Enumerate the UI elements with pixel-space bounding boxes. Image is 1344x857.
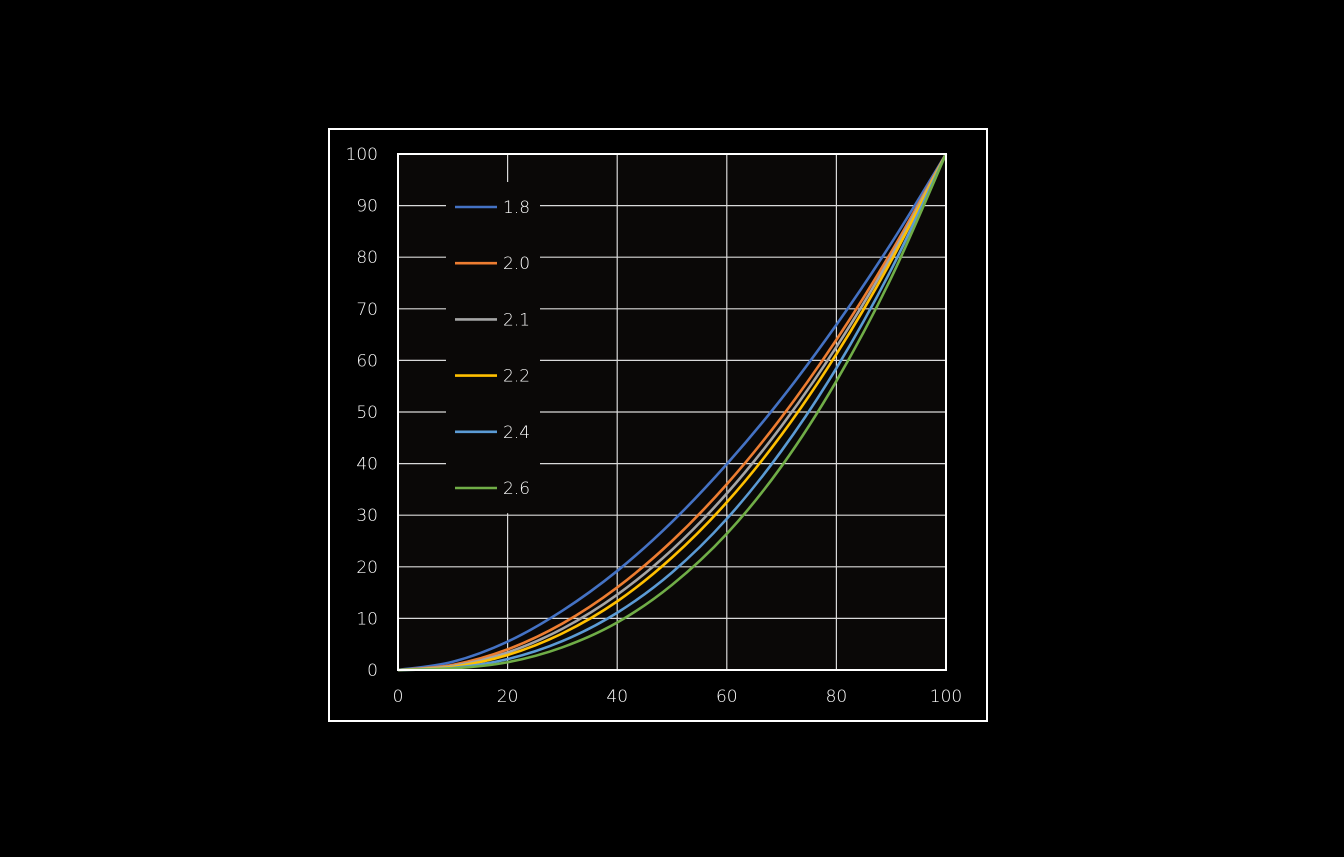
y-tick-label-10: 10 [356,609,378,629]
series-line-2.0 [397,153,948,672]
legend-label-2.4: 2.4 [503,423,530,443]
legend-label-2.6: 2.6 [503,479,530,499]
legend: 1.8 2.0 2.1 2.2 2.4 2.6 [446,182,540,514]
legend-label-2.0: 2.0 [503,254,530,274]
legend-label-2.1: 2.1 [503,310,530,330]
y-tick-label-100: 100 [346,145,378,165]
y-tick-label-40: 40 [356,455,378,475]
x-tick-label-20: 20 [497,687,519,707]
legend-label-2.2: 2.2 [503,367,530,387]
legend-label-1.8: 1.8 [503,198,530,218]
y-tick-label-30: 30 [356,506,378,526]
series-line-2.1 [397,153,948,672]
series-line-1.8 [397,153,948,672]
series-line-2.6 [397,153,948,672]
x-tick-label-0: 0 [393,687,404,707]
y-tick-label-70: 70 [356,300,378,320]
y-tick-label-80: 80 [356,248,378,268]
y-tick-label-50: 50 [356,403,378,423]
x-tick-label-100: 100 [930,687,962,707]
legend-background [446,182,540,514]
series-lines [397,153,948,672]
series-line-2.4 [397,153,948,672]
x-tick-label-60: 60 [716,687,738,707]
plot-border [397,153,947,671]
y-tick-label-20: 20 [356,558,378,578]
axis-tick-labels: 0 10 20 30 40 50 60 70 80 90 100 0 20 40 60 80 100 [346,145,963,707]
x-tick-label-80: 80 [826,687,848,707]
y-tick-label-60: 60 [356,351,378,371]
series-line-2.2 [397,153,948,672]
x-tick-label-40: 40 [606,687,628,707]
y-tick-label-90: 90 [356,197,378,217]
y-tick-label-0: 0 [367,661,378,681]
